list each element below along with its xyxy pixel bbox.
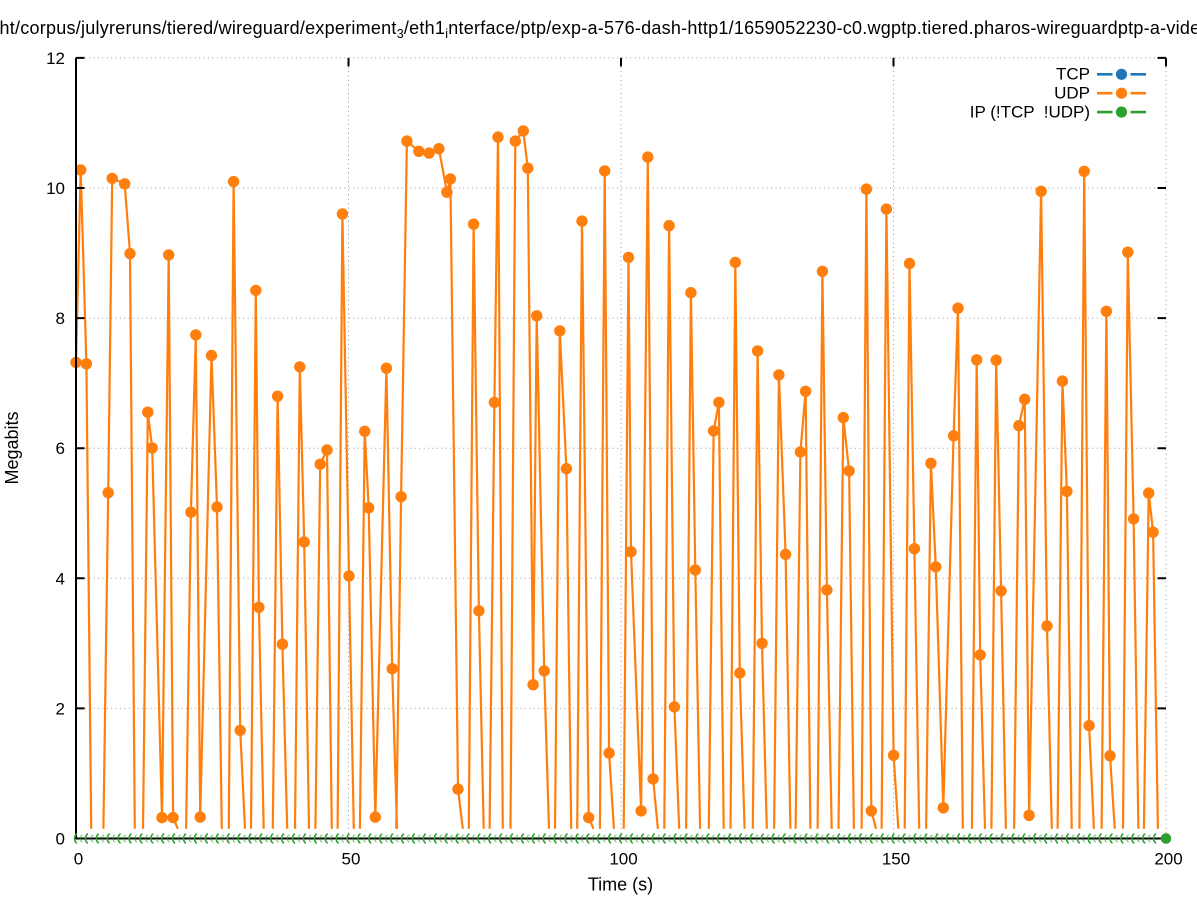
svg-text:TCP: TCP: [1056, 65, 1090, 84]
svg-text:150: 150: [882, 850, 910, 869]
svg-text:Megabits: Megabits: [2, 411, 22, 484]
svg-text:UDP: UDP: [1054, 83, 1090, 102]
svg-text:IP (!TCP !UDP): IP (!TCP !UDP): [970, 102, 1090, 121]
svg-text:ht/corpus/julyreruns/tiered/wi: ht/corpus/julyreruns/tiered/wireguard/ex…: [0, 18, 1197, 41]
svg-text:8: 8: [56, 309, 65, 328]
svg-text:12: 12: [46, 49, 65, 68]
svg-text:0: 0: [74, 850, 83, 869]
svg-text:2: 2: [56, 699, 65, 718]
svg-text:200: 200: [1154, 850, 1182, 869]
svg-text:Time (s): Time (s): [588, 875, 653, 895]
svg-text:100: 100: [609, 850, 637, 869]
svg-text:4: 4: [56, 569, 65, 588]
svg-text:0: 0: [56, 830, 65, 849]
svg-text:50: 50: [342, 850, 361, 869]
svg-text:10: 10: [46, 179, 65, 198]
svg-text:6: 6: [56, 439, 65, 458]
